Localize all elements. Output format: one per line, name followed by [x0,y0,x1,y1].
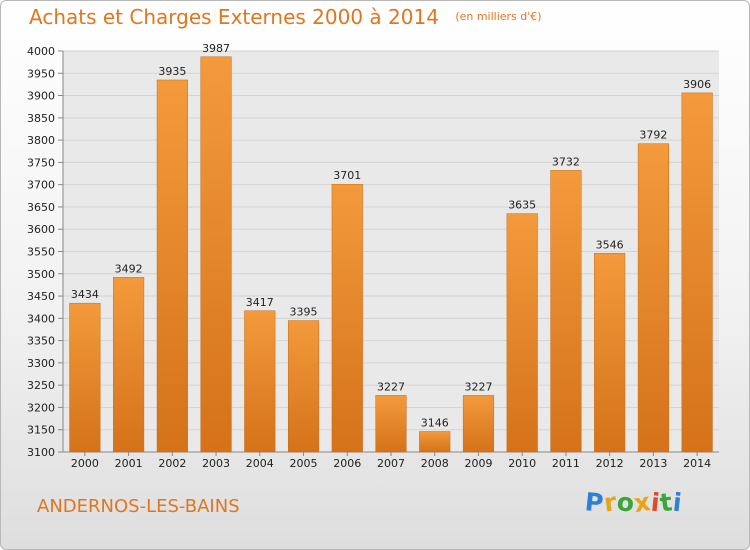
data-label-2010: 3635 [508,199,536,212]
y-tick-label: 3100 [27,446,55,459]
x-tick-label-2013: 2013 [639,457,667,470]
y-tick-label: 3650 [27,201,55,214]
data-label-2002: 3935 [158,65,186,78]
y-tick-label: 3350 [27,335,55,348]
data-label-2001: 3492 [115,262,143,275]
bar-2009 [462,395,495,453]
x-tick-label-2000: 2000 [71,457,99,470]
bar-2004 [244,310,276,453]
data-label-2012: 3546 [596,238,624,251]
data-label-2007: 3227 [377,380,405,393]
y-tick-label: 4000 [27,45,55,58]
y-tick-label: 3300 [27,357,55,370]
y-tick-label: 3200 [27,401,55,414]
x-tick-label-2009: 2009 [464,457,492,470]
bar-2001 [113,277,145,453]
bar-2014 [681,92,713,453]
x-tick-label-2006: 2006 [333,457,361,470]
x-tick-label-2002: 2002 [158,457,186,470]
data-label-2004: 3417 [246,296,274,309]
y-tick-label: 3550 [27,246,55,259]
chart-subtitle: (en milliers d'€) [455,10,542,23]
y-tick-label: 3700 [27,179,55,192]
y-tick-label: 3850 [27,112,55,125]
bar-2012 [594,253,626,453]
y-tick-label: 3400 [27,312,55,325]
bar-2011 [550,170,582,453]
bar-2003 [200,56,232,453]
x-tick-label-2014: 2014 [683,457,711,470]
bar-2005 [287,320,320,453]
data-label-2013: 3792 [639,129,667,142]
bar-2000 [69,302,101,453]
data-label-2008: 3146 [421,417,449,430]
x-tick-label-2003: 2003 [202,457,230,470]
y-tick-label: 3750 [27,156,55,169]
x-tick-label-2005: 2005 [290,457,318,470]
data-label-2011: 3732 [552,155,580,168]
data-label-2006: 3701 [333,169,361,182]
data-label-2009: 3227 [464,380,492,393]
data-label-2005: 3395 [290,306,318,319]
bar-2010 [506,213,538,453]
x-tick-label-2008: 2008 [421,457,449,470]
x-tick-label-2004: 2004 [246,457,274,470]
chart-title: Achats et Charges Externes 2000 à 2014 (… [29,5,542,29]
y-tick-label: 3800 [27,134,55,147]
bar-2006 [331,183,363,453]
x-tick-label-2012: 2012 [596,457,624,470]
y-tick-label: 3950 [27,67,55,80]
y-tick-label: 3250 [27,379,55,392]
bar-2007 [375,395,407,453]
proxiti-logo: Proxiti [584,487,684,518]
bar-2008 [419,431,451,453]
x-tick-label-2010: 2010 [508,457,536,470]
x-tick-label-2001: 2001 [115,457,143,470]
y-tick-label: 3900 [27,90,55,103]
bar-2002 [156,79,188,453]
y-tick-label: 3450 [27,290,55,303]
data-label-2003: 3987 [202,42,230,55]
city-name: ANDERNOS-LES-BAINS [37,496,240,517]
data-label-2000: 3434 [71,288,99,301]
y-tick-label: 3150 [27,424,55,437]
x-tick-label-2011: 2011 [552,457,580,470]
data-label-2014: 3906 [683,78,711,91]
chart-title-text: Achats et Charges Externes 2000 à 2014 [29,5,439,29]
logo-letter: i [671,487,684,518]
x-tick-label-2007: 2007 [377,457,405,470]
y-tick-label: 3500 [27,268,55,281]
bar-2013 [637,143,669,453]
y-tick-label: 3600 [27,223,55,236]
